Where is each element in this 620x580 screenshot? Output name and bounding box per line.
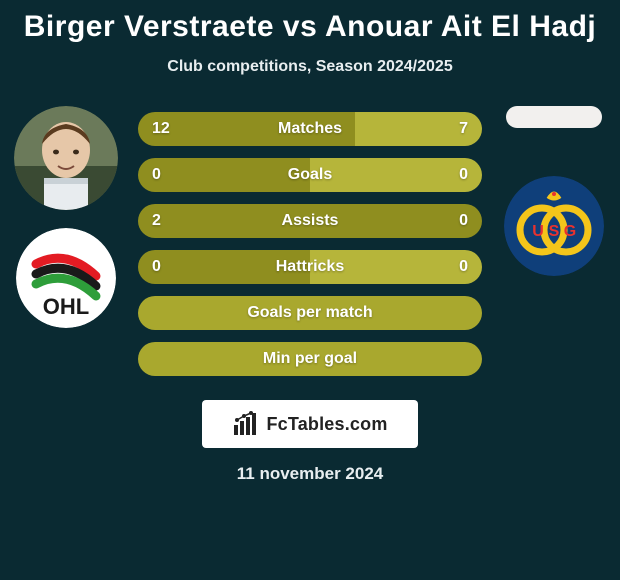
stat-bar-left-seg xyxy=(138,204,482,238)
stat-row: Matches127 xyxy=(138,112,482,146)
stat-bar-right-seg xyxy=(310,250,482,284)
stat-bar-track xyxy=(138,204,482,238)
stat-bar-track xyxy=(138,158,482,192)
stat-row: Goals00 xyxy=(138,158,482,192)
stat-bar-track xyxy=(138,112,482,146)
stat-bar-track xyxy=(138,296,482,330)
stat-row: Assists20 xyxy=(138,204,482,238)
right-club-logo: U S G xyxy=(504,176,604,276)
footer-date: 11 november 2024 xyxy=(0,464,620,484)
right-player-pill xyxy=(506,106,602,128)
svg-text:OHL: OHL xyxy=(43,294,89,319)
svg-text:U: U xyxy=(532,223,544,240)
stat-row: Hattricks00 xyxy=(138,250,482,284)
svg-text:G: G xyxy=(564,223,576,240)
stat-bar-track xyxy=(138,342,482,376)
comparison-content: OHL U S G Matches127 Goals00 Assists20 Hatt… xyxy=(0,106,620,386)
page-subtitle: Club competitions, Season 2024/2025 xyxy=(0,58,620,76)
svg-text:S: S xyxy=(549,223,560,240)
stat-bar-right-seg xyxy=(310,158,482,192)
brand-text: FcTables.com xyxy=(266,414,387,435)
stat-row: Goals per match xyxy=(138,296,482,330)
stat-bar-left-seg xyxy=(138,250,310,284)
stat-row: Min per goal xyxy=(138,342,482,376)
stat-bars: Matches127 Goals00 Assists20 Hattricks00 Goa… xyxy=(138,112,482,388)
left-club-logo: OHL xyxy=(16,228,116,328)
left-player-column: OHL xyxy=(6,106,126,386)
stat-bar-left-seg xyxy=(138,158,310,192)
stat-bar-track xyxy=(138,250,482,284)
right-player-column: U S G xyxy=(494,106,614,386)
page-title: Birger Verstraete vs Anouar Ait El Hadj xyxy=(0,0,620,44)
stat-bar-left-seg xyxy=(138,112,355,146)
brand-icon xyxy=(232,411,258,437)
left-player-photo xyxy=(14,106,118,210)
brand-badge: FcTables.com xyxy=(202,400,418,448)
stat-bar-right-seg xyxy=(355,112,482,146)
